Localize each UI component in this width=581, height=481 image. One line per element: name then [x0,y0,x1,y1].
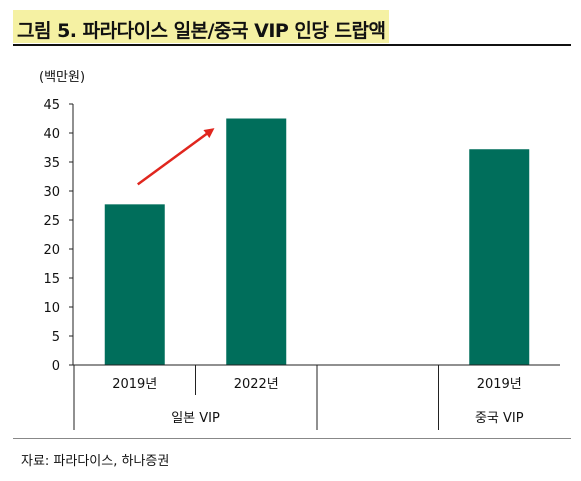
title-rule [13,44,571,46]
bar [469,149,530,365]
y-tick-label: 35 [43,156,60,171]
y-tick-label: 15 [43,272,60,287]
title-highlight [13,10,389,43]
bar [104,204,165,365]
y-tick-label: 0 [52,359,60,374]
x-group-label: 중국 VIP [475,411,524,426]
x-category-label: 2019년 [477,377,522,392]
y-tick-label: 40 [43,127,60,142]
unit-label: (백만원) [39,70,86,85]
chart-title: 그림 5. 파라다이스 일본/중국 VIP 인당 드랍액 [17,20,386,42]
trend-arrow [137,128,215,186]
x-category-label: 2022년 [234,377,279,392]
y-tick-label: 20 [43,243,60,258]
bars [104,118,530,365]
y-tick-label: 45 [43,98,60,113]
source-note: 자료: 파라다이스, 하나증권 [21,454,170,469]
bar [226,118,287,365]
x-group-label: 일본 VIP [171,411,220,426]
y-axis: 0 5 10 15 20 25 30 35 40 45 [43,98,74,374]
y-tick-label: 25 [43,214,60,229]
y-tick-label: 30 [43,185,60,200]
x-category-label: 2019년 [112,377,157,392]
source-rule [13,438,571,439]
y-tick-label: 5 [52,330,60,345]
y-tick-label: 10 [43,301,60,316]
